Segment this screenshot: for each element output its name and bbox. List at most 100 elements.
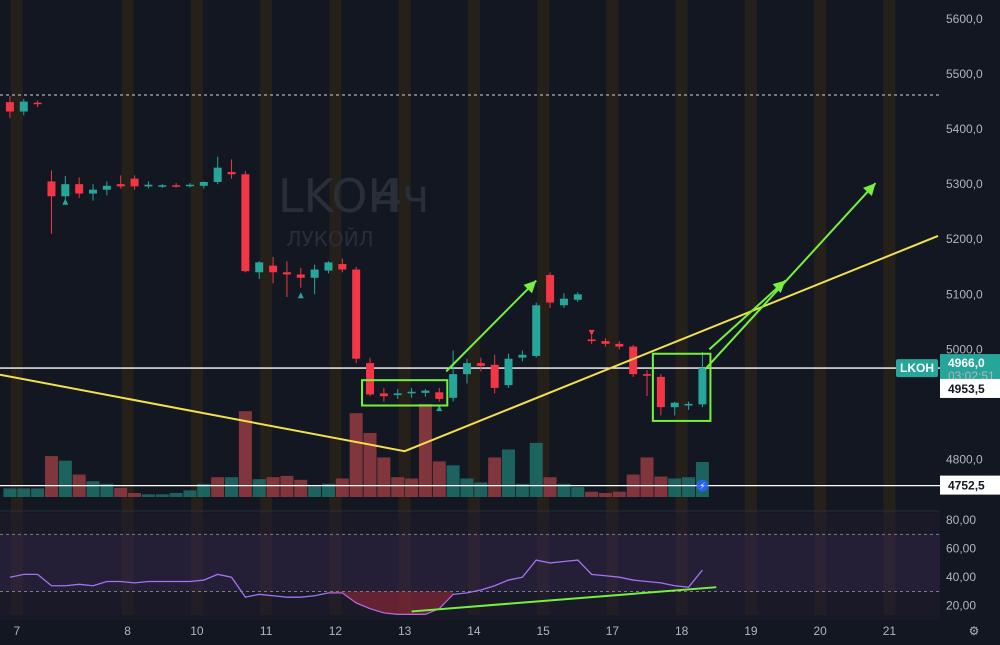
projection-arrow-head [523,280,537,294]
volume-bar [515,483,529,497]
candlesticks[interactable] [5,96,707,416]
candle-body [282,272,291,275]
time-tick: 19 [744,624,758,638]
volume-bar [668,478,682,497]
session-band [121,0,134,615]
volume-bar [349,413,363,497]
candle-body [47,181,56,197]
watermark-company: ЛУКОЙЛ [286,227,373,251]
volume-bar [266,477,280,497]
volume-bar [197,483,211,497]
watermark-symbol: LKOH [278,169,402,223]
level-tag-text: 4752,5 [948,479,985,493]
time-axis-background [0,620,940,645]
volume-bar [543,477,557,497]
candle-body [684,403,693,406]
volume-bar [141,494,155,497]
candle-body [324,262,333,271]
candle-body [199,181,208,186]
time-tick: 12 [329,624,343,638]
time-tick: 17 [606,624,620,638]
session-band [814,0,827,615]
candle-body [601,341,610,344]
drawings[interactable] [0,182,939,613]
candle-body [559,298,568,306]
candle-body [629,346,638,375]
rsi-divergence-line [411,586,717,613]
session-bands [10,0,896,615]
session-band [744,0,757,615]
candle-body [116,184,125,187]
level-tag [940,378,1000,398]
volume-bar [363,432,377,497]
volume-bar [391,477,405,497]
price-tick: 5300,0 [946,177,983,191]
candle-body [310,269,319,278]
candle-body [462,363,471,375]
volume-bar [31,488,45,497]
candle-body [338,264,347,270]
candle-body [698,368,707,405]
buy-signal-marker [297,292,304,299]
candle-body [504,358,513,386]
volume-bar [294,479,308,497]
alert-icon [696,479,709,492]
candle-body [532,305,541,356]
candle-body [352,269,361,359]
volume-bar [238,411,252,497]
volume-bar [432,461,446,497]
rsi-oversold-fill [328,591,454,615]
settings-icon[interactable]: ⚙ [969,624,980,638]
candle-body [449,374,458,398]
volume-bar [169,493,183,497]
candle-body [518,354,527,358]
candle-body [407,391,416,394]
volume-bar [155,494,169,497]
rsi-band [0,534,940,592]
candle-body [643,374,652,376]
projection-arrow-head [863,183,876,196]
candle-body [393,393,402,396]
volume-bar [418,403,432,497]
candle-body [185,184,194,187]
candle-body [5,102,14,112]
projection-arrow [445,279,537,373]
level-tag [940,475,1000,495]
symbol-tag-text: LKOH [900,361,934,375]
session-band [606,0,619,615]
time-axis: 7 8 10 11 12 13 14 15 17 18 19 20 21 ⚙ [0,620,979,645]
volume-bar [460,478,474,497]
projection-arrow [704,182,877,370]
volume-bar [114,487,128,497]
candle-body [19,101,28,112]
volume-bar [183,490,197,497]
price-tick: 5500,0 [946,67,983,81]
time-tick: 13 [398,624,412,638]
candle-body [89,189,98,194]
volume-bar [128,493,142,497]
price-axis-background [940,0,1000,645]
candle-body [573,294,582,300]
rsi-line [9,559,703,615]
volume-bar [44,456,58,497]
session-band [10,0,23,615]
time-tick: 21 [883,624,897,638]
volume-bar [321,483,335,497]
price-axis: 5600,0 5500,0 5400,0 5300,0 5200,0 5100,0 5000… [696,0,1000,645]
time-tick: 14 [467,624,481,638]
level-tag-text: 4953,5 [948,382,985,396]
price-tick: 5600,0 [946,12,983,26]
watermark-timeframe: 4ч [373,169,429,223]
candle-body [241,174,250,272]
candle-body [144,184,153,187]
session-band [329,0,342,615]
volume-bar [502,449,516,497]
volume-bar [612,491,626,497]
volume-bar [682,477,696,497]
session-band [675,0,688,615]
candle-body [476,363,485,366]
volume-bar [17,488,31,497]
rsi-tick: 20,00 [946,599,976,613]
volume-bar [640,457,654,497]
